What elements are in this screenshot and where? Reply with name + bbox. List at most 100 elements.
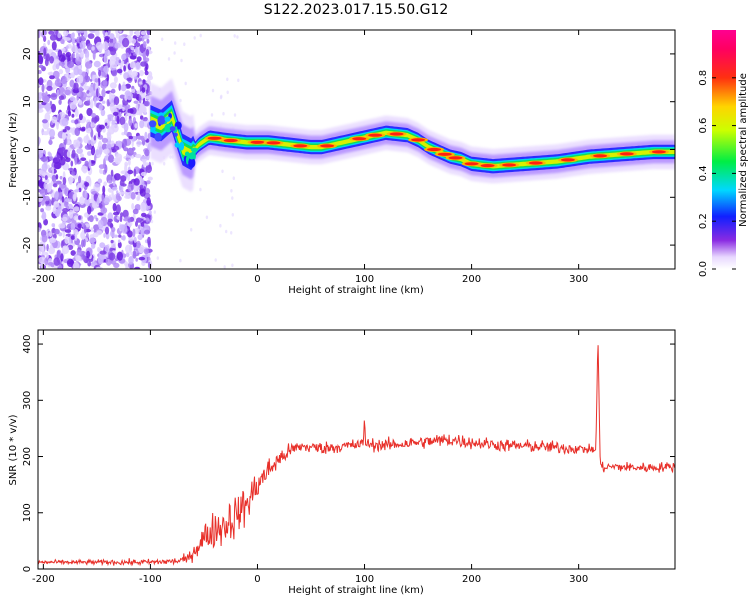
noise-speckle: [90, 146, 96, 156]
noise-speckle: [38, 64, 44, 69]
noise-speckle: [43, 47, 47, 57]
noise-speckle: [67, 147, 72, 152]
noise-speckle: [80, 157, 87, 161]
noise-speckle: [45, 102, 51, 112]
noise-speckle: [114, 42, 121, 49]
noise-speckle: [38, 176, 41, 181]
noise-speckle: [99, 254, 107, 260]
y-tick-label: 10: [22, 95, 33, 108]
colorbar-tick-label: 0.2: [698, 213, 709, 229]
noise-speckle: [112, 202, 117, 212]
noise-speckle: [78, 35, 87, 42]
noise-speckle: [123, 129, 128, 136]
noise-speckle: [65, 157, 71, 163]
noise-speckle: [144, 131, 148, 141]
noise-speckle: [51, 166, 55, 175]
noise-speckle: [103, 197, 110, 205]
snr-y-label: SNR (10 * v/v): [8, 414, 19, 485]
x-tick-label: 300: [569, 574, 588, 585]
noise-speckle: [41, 92, 46, 98]
noise-speckle: [146, 30, 151, 36]
ridge-hot-spot: [389, 132, 404, 136]
noise-speckle: [79, 40, 86, 50]
noise-speckle: [96, 88, 99, 98]
noise-speckle: [147, 261, 151, 269]
ridge-hot-spot: [560, 158, 575, 162]
noise-speckle: [136, 56, 142, 62]
noise-speckle: [126, 112, 132, 116]
ridge-blob: [179, 141, 185, 151]
snr-y-ticks: 0 100 200 300 400: [22, 335, 675, 572]
noise-speckle: [94, 154, 97, 163]
noise-speckle: [174, 41, 177, 45]
noise-speckle: [50, 262, 55, 268]
noise-speckle: [41, 119, 48, 124]
noise-speckle: [107, 114, 115, 118]
noise-speckle: [87, 33, 95, 39]
noise-speckle: [136, 217, 142, 223]
noise-speckle: [48, 247, 56, 255]
noise-speckle: [156, 256, 159, 260]
noise-speckle: [153, 210, 156, 214]
x-tick-label: 200: [462, 274, 481, 285]
noise-speckle: [139, 37, 143, 41]
y-tick-label: 300: [22, 391, 33, 410]
noise-speckle: [123, 65, 126, 72]
noise-speckle: [99, 169, 104, 174]
noise-speckle: [74, 156, 78, 166]
noise-speckle: [142, 41, 147, 48]
noise-speckle: [210, 113, 214, 117]
noise-speckle: [49, 34, 57, 41]
noise-speckle: [115, 30, 119, 35]
noise-speckle: [49, 156, 54, 161]
noise-speckle: [139, 188, 146, 197]
ridge-hot-spot: [448, 156, 463, 160]
y-tick-label: 400: [22, 335, 33, 354]
ridge-hot-spot: [223, 138, 238, 143]
noise-speckle: [110, 169, 114, 177]
noise-speckle: [70, 171, 76, 176]
noise-speckle: [104, 36, 110, 40]
noise-speckle: [61, 216, 68, 222]
noise-speckle: [106, 133, 112, 141]
ridge-hot-spot: [464, 162, 479, 166]
noise-speckle: [67, 110, 72, 117]
noise-speckle: [131, 88, 136, 93]
noise-speckle: [52, 183, 58, 188]
noise-speckle: [70, 44, 78, 53]
noise-speckle: [112, 186, 118, 191]
noise-speckle: [88, 215, 94, 223]
ridge-hot-spot: [593, 154, 608, 158]
noise-speckle: [173, 51, 176, 55]
noise-speckle: [125, 52, 129, 57]
noise-speckle: [133, 236, 137, 243]
noise-speckle: [148, 71, 153, 79]
noise-speckle: [151, 161, 154, 166]
noise-speckle: [134, 266, 141, 269]
noise-speckle: [68, 176, 74, 184]
noise-speckle: [72, 193, 77, 202]
noise-speckle: [140, 30, 146, 36]
snr-x-label: Height of straight line (km): [288, 585, 424, 596]
noise-speckle: [43, 218, 48, 226]
noise-speckle: [58, 87, 66, 96]
ridge-blob: [164, 123, 172, 133]
noise-speckle: [111, 226, 116, 233]
noise-speckle: [119, 94, 126, 99]
noise-speckle: [125, 83, 131, 89]
noise-speckle: [219, 95, 223, 100]
noise-speckle: [38, 194, 43, 202]
ridge-hot-spot: [480, 164, 495, 168]
noise-speckle: [88, 237, 96, 244]
noise-speckle: [68, 167, 74, 171]
noise-speckle: [88, 159, 92, 169]
noise-speckle: [111, 63, 118, 69]
y-tick-label: 0: [22, 566, 33, 572]
noise-speckle: [231, 213, 234, 217]
noise-speckle: [140, 227, 146, 236]
x-tick-label: 0: [254, 274, 260, 285]
x-tick-label: -200: [32, 274, 55, 285]
spectrogram-x-ticks: -200 -100 0 100 200 300: [32, 30, 588, 285]
noise-speckle: [49, 56, 54, 64]
